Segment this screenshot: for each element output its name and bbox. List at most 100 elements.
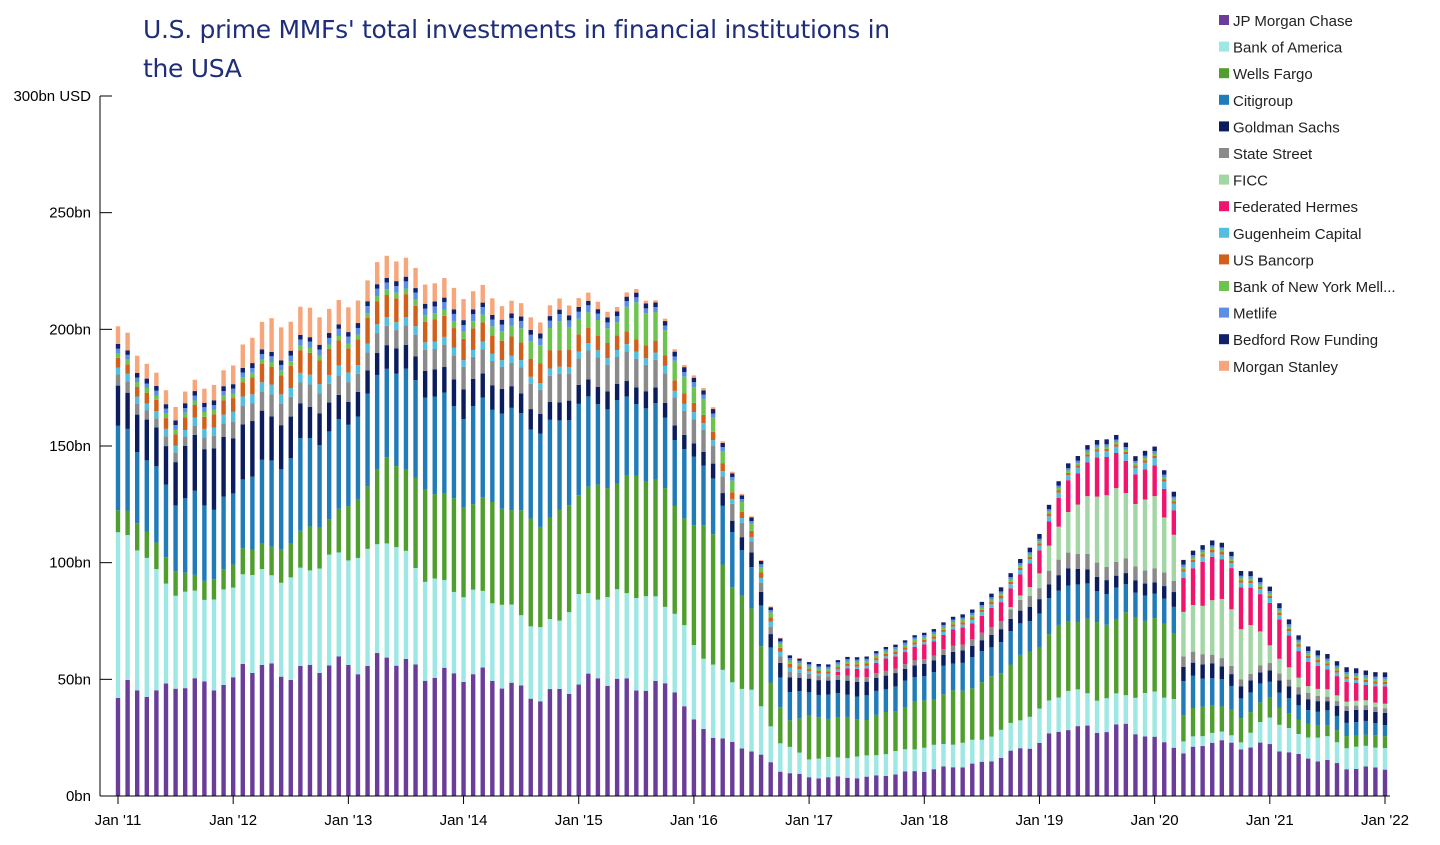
bar-segment-bedford-row-funding	[1094, 440, 1100, 445]
bar-segment-bank-of-new-york-mell	[538, 345, 543, 364]
bar-segment-goldman-sachs	[1123, 573, 1129, 585]
bar-segment-morgan-stanley	[394, 261, 399, 282]
bar-segment-state-street	[826, 676, 831, 681]
bar-segment-metlife	[1286, 624, 1292, 627]
bar-segment-citigroup	[1306, 710, 1311, 724]
bar-segment-bank-of-america	[1229, 735, 1234, 743]
bar-segment-goldman-sachs	[1142, 583, 1148, 596]
bar-segment-state-street	[778, 656, 783, 663]
bar-segment-goldman-sachs	[1286, 686, 1292, 699]
bar-segment-goldman-sachs	[1363, 709, 1368, 721]
bar-segment-wells-fargo	[1037, 646, 1042, 709]
bar-segment-bedford-row-funding	[1104, 439, 1109, 445]
bar-segment-morgan-stanley	[528, 317, 533, 331]
bar-segment-goldman-sachs	[221, 437, 226, 497]
bar-segment-bank-of-america	[864, 755, 869, 777]
bar-segment-state-street	[259, 391, 265, 411]
bar-segment-metlife	[710, 413, 716, 418]
bar-segment-bank-of-new-york-mell	[1296, 642, 1301, 645]
legend-item: Bedford Row Funding	[1219, 332, 1378, 349]
bar-segment-bank-of-america	[1162, 697, 1167, 743]
bar-segment-bedford-row-funding	[365, 301, 370, 307]
bar-segment-citigroup	[1190, 675, 1196, 708]
bar-segment-bank-of-america	[806, 759, 812, 778]
bar-segment-citigroup	[1085, 583, 1090, 619]
bar-segment-bedford-row-funding	[931, 629, 937, 632]
bar-segment-bedford-row-funding	[701, 390, 706, 395]
bar-segment-bank-of-new-york-mell	[979, 607, 985, 610]
bar-segment-citigroup	[720, 505, 725, 565]
bar-segment-citigroup	[403, 368, 409, 470]
bar-segment-goldman-sachs	[163, 446, 169, 485]
bar-segment-us-bancorp	[701, 414, 706, 424]
bar-segment-bank-of-america	[422, 581, 428, 681]
bar-segment-us-bancorp	[614, 335, 620, 350]
bar-segment-citigroup	[682, 449, 687, 519]
bar-segment-state-street	[1382, 708, 1388, 713]
bar-segment-bank-of-america	[384, 543, 389, 658]
bar-segment-wells-fargo	[250, 549, 255, 575]
bar-segment-bank-of-new-york-mell	[374, 295, 380, 302]
bar-segment-goldman-sachs	[1008, 618, 1013, 632]
bar-segment-jp-morgan-chase	[240, 663, 245, 796]
bar-segment-gugenheim-capital	[893, 654, 898, 657]
bar-segment-bank-of-new-york-mell	[922, 637, 927, 640]
bar-segment-federated-hermes	[1123, 460, 1129, 494]
bar-segment-federated-hermes	[1046, 521, 1052, 546]
x-tick-label: Jan '20	[1131, 812, 1179, 829]
bar-segment-metlife	[557, 314, 562, 322]
bar-segment-bank-of-new-york-mell	[931, 634, 937, 637]
bar-segment-gugenheim-capital	[874, 660, 879, 663]
bar-segment-us-bancorp	[797, 666, 802, 669]
bar-segment-jp-morgan-chase	[893, 774, 898, 796]
bar-segment-citigroup	[278, 469, 284, 550]
bar-segment-morgan-stanley	[634, 288, 639, 293]
bar-segment-citigroup	[259, 459, 265, 544]
bar-segment-bank-of-america	[125, 535, 130, 680]
bar-segment-metlife	[643, 308, 649, 314]
bar-segment-state-street	[970, 639, 975, 646]
bar-segment-us-bancorp	[1315, 659, 1321, 663]
bar-segment-state-street	[662, 373, 668, 403]
bar-segment-morgan-stanley	[365, 280, 370, 302]
bar-segment-jp-morgan-chase	[413, 664, 418, 796]
bar-segment-gugenheim-capital	[259, 382, 265, 392]
bar-segment-wells-fargo	[922, 700, 927, 748]
bar-segment-citigroup	[115, 425, 121, 511]
bar-segment-citigroup	[538, 433, 543, 527]
bar-segment-jp-morgan-chase	[1190, 746, 1196, 796]
bar-segment-gugenheim-capital	[1027, 559, 1033, 564]
bar-segment-jp-morgan-chase	[912, 771, 917, 796]
bar-segment-bank-of-new-york-mell	[816, 668, 821, 672]
bar-segment-wells-fargo	[432, 494, 437, 579]
bar-segment-us-bancorp	[557, 350, 562, 367]
bar-segment-goldman-sachs	[739, 537, 745, 551]
bar-segment-metlife	[135, 377, 140, 383]
bar-segment-bank-of-new-york-mell	[768, 612, 773, 618]
bar-segment-bank-of-new-york-mell	[874, 655, 879, 659]
bar-segment-jp-morgan-chase	[787, 773, 793, 796]
bar-segment-jp-morgan-chase	[902, 771, 908, 796]
bar-segment-goldman-sachs	[1037, 599, 1042, 614]
bar-segment-goldman-sachs	[806, 678, 812, 693]
bar-segment-federated-hermes	[1267, 602, 1273, 646]
bar-segment-bank-of-america	[691, 645, 697, 720]
bar-segment-us-bancorp	[1162, 479, 1167, 482]
bar-segment-state-street	[230, 421, 236, 439]
bar-segment-citigroup	[634, 404, 639, 476]
bar-segment-morgan-stanley	[221, 370, 226, 387]
bar-segment-goldman-sachs	[1277, 680, 1282, 693]
bar-segment-ficc	[1142, 499, 1148, 571]
bar-segment-bank-of-new-york-mell	[269, 361, 274, 367]
bar-segment-morgan-stanley	[749, 516, 754, 518]
bar-segment-morgan-stanley	[480, 284, 485, 303]
bar-segment-state-street	[922, 659, 927, 664]
bar-segment-morgan-stanley	[230, 365, 236, 385]
bar-segment-citigroup	[1363, 720, 1368, 735]
bar-segment-bedford-row-funding	[1325, 654, 1330, 659]
bar-segment-us-bancorp	[710, 431, 716, 441]
bar-segment-jp-morgan-chase	[278, 676, 284, 796]
bar-segment-gugenheim-capital	[998, 598, 1004, 603]
bar-segment-goldman-sachs	[1315, 701, 1321, 712]
